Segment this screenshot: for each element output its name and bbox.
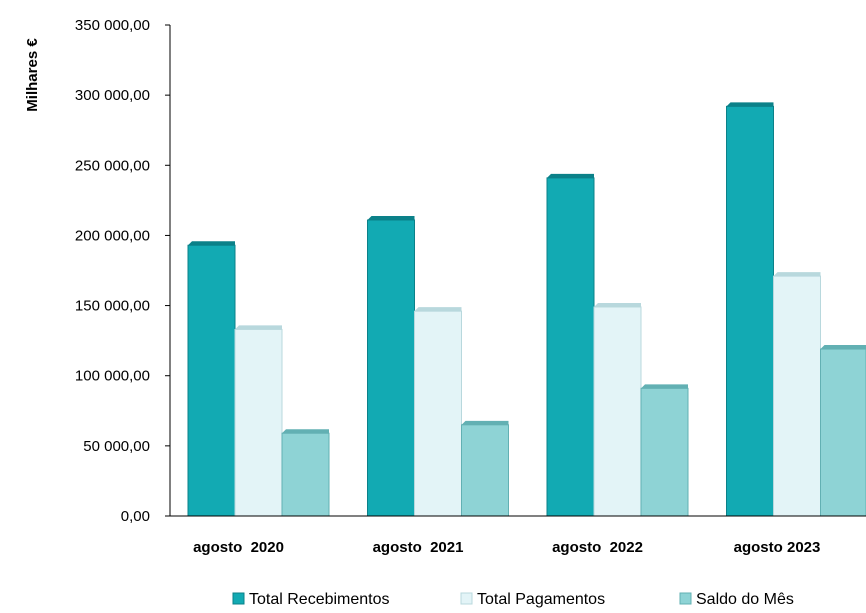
y-tick-label: 0,00 <box>121 508 150 525</box>
bar-top-total-recebimentos <box>547 173 594 178</box>
legend-label: Total Recebimentos <box>249 591 390 608</box>
legend-label: Saldo do Mês <box>696 591 794 608</box>
bar-total-pagamentos <box>593 306 642 517</box>
bars <box>187 102 866 517</box>
bar-total-pagamentos <box>414 310 462 517</box>
legend-swatch <box>679 592 692 605</box>
bar-top-total-pagamentos <box>235 325 282 330</box>
bar-total-pagamentos <box>234 328 283 517</box>
bar-top-saldo-do-mes <box>820 345 866 350</box>
bar-top-total-pagamentos <box>594 302 641 307</box>
bar-total-recebimentos <box>546 177 595 517</box>
legend-item-total-recebimentos: Total Recebimentos <box>232 591 390 608</box>
bar-top-total-recebimentos <box>726 102 774 107</box>
legend-swatch <box>232 592 245 605</box>
bar-total-recebimentos <box>187 244 236 517</box>
y-tick-label: 100 000,00 <box>75 368 150 385</box>
x-axis: agosto 2020 agosto 2021 agosto 2022 agosto … <box>170 515 866 556</box>
bar-top-saldo-do-mes <box>461 420 509 425</box>
bar-total-pagamentos <box>773 275 821 517</box>
y-tick-label: 150 000,00 <box>75 298 150 315</box>
bar-total-recebimentos <box>367 219 415 517</box>
bar-saldo-do-mes <box>820 348 866 517</box>
y-axis: 0,00 50 000,00 100 000,00 150 000,00 200 000… <box>75 17 171 525</box>
bar-saldo-do-mes <box>461 424 509 517</box>
x-tick-label: agosto 2023 <box>734 539 821 556</box>
x-tick-label: agosto 2020 <box>193 539 284 556</box>
bar-top-saldo-do-mes <box>282 429 329 434</box>
bar-top-total-pagamentos <box>773 272 821 277</box>
y-tick-label: 50 000,00 <box>83 438 150 455</box>
bar-top-total-pagamentos <box>414 307 462 312</box>
bar-top-total-recebimentos <box>367 215 415 220</box>
x-tick-label: agosto 2021 <box>373 539 464 556</box>
y-axis-label: Milhares € <box>24 38 41 112</box>
bar-total-recebimentos <box>726 105 774 517</box>
y-tick-label: 350 000,00 <box>75 17 150 34</box>
x-tick-label: agosto 2022 <box>552 539 643 556</box>
legend-label: Total Pagamentos <box>477 591 605 608</box>
y-tick-label: 300 000,00 <box>75 87 150 104</box>
legend-swatch <box>460 592 473 605</box>
bar-saldo-do-mes <box>640 387 689 517</box>
bar-saldo-do-mes <box>281 432 330 517</box>
bar-top-saldo-do-mes <box>641 384 688 389</box>
legend-item-saldo-do-mes: Saldo do Mês <box>679 591 794 608</box>
bar-top-total-recebimentos <box>188 241 235 246</box>
y-tick-label: 200 000,00 <box>75 227 150 244</box>
legend: Total Recebimentos Total Pagamentos Saldo … <box>232 591 794 608</box>
y-tick-label: 250 000,00 <box>75 157 150 174</box>
legend-item-total-pagamentos: Total Pagamentos <box>460 591 605 608</box>
